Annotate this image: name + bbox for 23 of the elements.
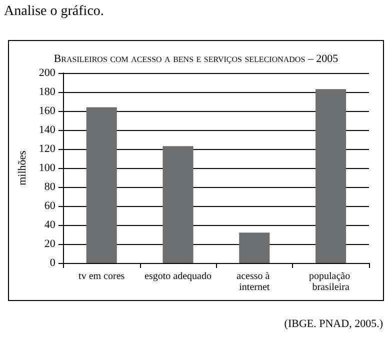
bar bbox=[162, 146, 194, 263]
y-axis-title: milhões bbox=[16, 150, 28, 186]
y-tick-label: 100 bbox=[38, 162, 56, 174]
bar bbox=[316, 89, 346, 263]
y-tick-label: 180 bbox=[38, 86, 56, 98]
chart-title: Brasileiros com acesso a bens e serviços selecionados – 2005 bbox=[52, 53, 340, 65]
y-tick-label: 140 bbox=[38, 124, 56, 136]
bar bbox=[86, 107, 117, 263]
text: (IBGE. PNAD, 2005.) bbox=[284, 318, 383, 330]
text: Analise o gráfico. bbox=[4, 4, 104, 20]
x-tick-label: população brasileira bbox=[309, 271, 353, 293]
y-tick-label: 200 bbox=[38, 67, 56, 79]
y-tick-label: 0 bbox=[50, 257, 56, 269]
y-tick-label: 60 bbox=[44, 200, 56, 212]
y-tick-label: 20 bbox=[44, 238, 56, 250]
y-tick-label: 160 bbox=[38, 105, 56, 117]
x-tick-label: tv em cores bbox=[78, 271, 125, 282]
x-tick-label: acesso à internet bbox=[236, 271, 272, 293]
y-tick-label: 80 bbox=[44, 181, 56, 193]
x-tick-label: esgoto adequado bbox=[144, 271, 212, 282]
bar bbox=[239, 232, 270, 263]
y-tick-label: 40 bbox=[44, 219, 56, 231]
y-tick-label: 120 bbox=[38, 143, 56, 155]
